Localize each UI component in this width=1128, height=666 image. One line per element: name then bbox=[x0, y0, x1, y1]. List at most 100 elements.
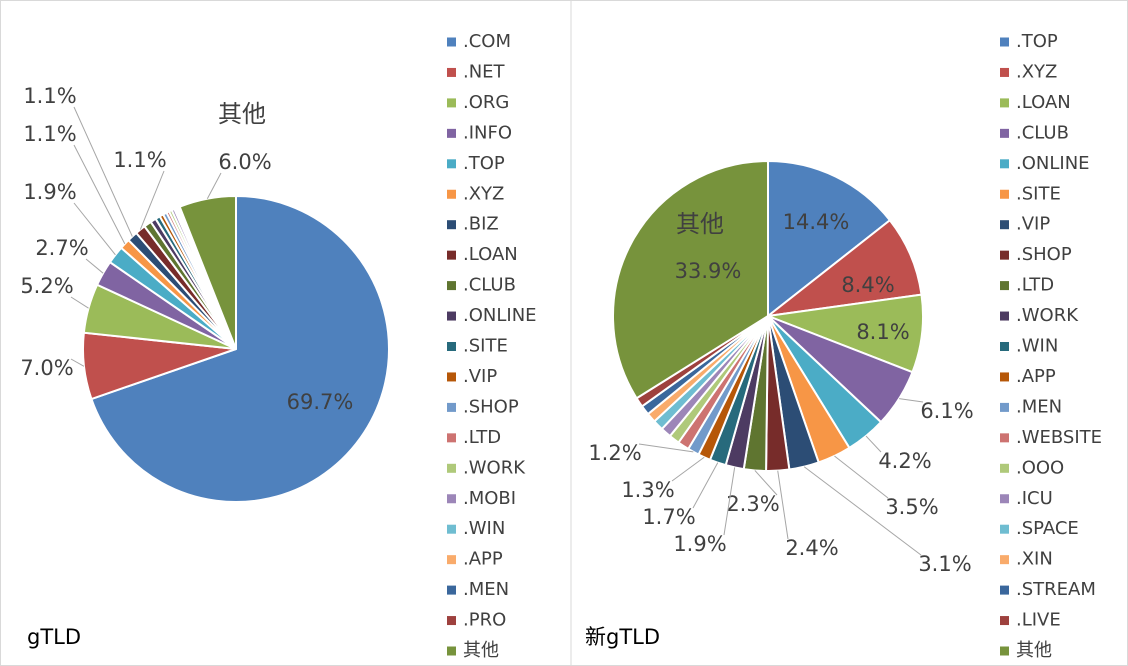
legend-label: .XYZ bbox=[1016, 61, 1057, 82]
legend-label: .WIN bbox=[463, 518, 505, 539]
leader-line bbox=[85, 258, 104, 274]
legend-label: .SITE bbox=[1016, 183, 1061, 204]
leader-line bbox=[206, 172, 222, 199]
legend-swatch bbox=[1000, 555, 1009, 565]
legend-swatch bbox=[447, 220, 456, 230]
legend-label: .ORG bbox=[463, 92, 509, 113]
legend-label: .CLUB bbox=[1016, 122, 1069, 143]
legend-label: 其他 bbox=[1016, 640, 1052, 661]
legend-label: .LIVE bbox=[1016, 610, 1061, 631]
legend-swatch bbox=[447, 37, 456, 47]
chart-title: 新gTLD bbox=[585, 625, 660, 649]
data-label: 4.2% bbox=[878, 449, 931, 473]
data-label: 5.2% bbox=[20, 274, 73, 298]
leader-line bbox=[754, 470, 778, 496]
legend-swatch bbox=[447, 555, 456, 565]
legend-label: .LTD bbox=[1016, 275, 1054, 296]
legend-label: .WIN bbox=[1016, 336, 1058, 357]
legend-swatch bbox=[1000, 524, 1009, 534]
legend-swatch bbox=[447, 463, 456, 473]
legend-label: .LOAN bbox=[463, 244, 518, 265]
legend-label: .APP bbox=[1016, 366, 1056, 387]
legend-swatch bbox=[1000, 98, 1009, 108]
leader-line bbox=[73, 202, 116, 256]
legend-swatch bbox=[1000, 585, 1009, 595]
data-label: 1.1% bbox=[23, 122, 76, 146]
legend-swatch bbox=[1000, 342, 1009, 351]
legend-swatch bbox=[1000, 67, 1009, 77]
legend-swatch bbox=[1000, 372, 1009, 382]
legend-label: .STREAM bbox=[1016, 579, 1096, 600]
legend-swatch bbox=[447, 67, 456, 77]
legend-label: .PRO bbox=[463, 610, 506, 631]
legend-swatch bbox=[447, 159, 456, 169]
legend-label: .SHOP bbox=[463, 396, 519, 417]
data-label: 2.7% bbox=[35, 236, 88, 260]
leader-line bbox=[671, 456, 705, 482]
legend-label: .WORK bbox=[1016, 305, 1079, 326]
legend-swatch bbox=[1000, 281, 1009, 291]
legend-swatch bbox=[447, 524, 456, 534]
legend-swatch bbox=[447, 342, 456, 351]
legend-label: .TOP bbox=[1016, 31, 1058, 52]
legend-label: .ONLINE bbox=[1016, 153, 1090, 174]
slice-name: 其他 bbox=[676, 210, 724, 238]
data-label: 1.1% bbox=[23, 84, 76, 108]
data-label: 69.7% bbox=[287, 390, 354, 414]
legend-label: .TOP bbox=[463, 153, 505, 174]
chart-title: gTLD bbox=[27, 625, 81, 649]
data-label: 1.3% bbox=[621, 478, 674, 502]
data-label: 1.9% bbox=[673, 532, 726, 556]
legend-swatch bbox=[1000, 311, 1009, 321]
legend-label: .INFO bbox=[463, 122, 512, 143]
leader-line bbox=[692, 462, 719, 509]
legend-label: .ONLINE bbox=[463, 305, 537, 326]
legend-label: .MOBI bbox=[463, 488, 516, 509]
data-label: 8.1% bbox=[856, 320, 909, 344]
legend-label: .BIZ bbox=[463, 214, 499, 235]
legend-label: .APP bbox=[463, 549, 503, 570]
leader-line bbox=[70, 358, 85, 367]
legend-label: .VIP bbox=[463, 366, 497, 387]
slice-name: 其他 bbox=[218, 100, 266, 128]
legend-label: .XYZ bbox=[463, 183, 504, 204]
legend-label: .CLUB bbox=[463, 275, 516, 296]
leader-line bbox=[73, 144, 126, 245]
data-label: 3.1% bbox=[918, 552, 971, 576]
data-label: 7.0% bbox=[20, 356, 73, 380]
leader-line bbox=[865, 435, 882, 453]
legend-swatch bbox=[1000, 646, 1009, 656]
legend-swatch bbox=[447, 372, 456, 382]
legend-swatch bbox=[447, 646, 456, 656]
legend-swatch bbox=[447, 616, 456, 626]
legend-swatch bbox=[447, 311, 456, 321]
legend-swatch bbox=[1000, 616, 1009, 626]
legend-swatch bbox=[1000, 250, 1009, 260]
legend-swatch bbox=[1000, 402, 1009, 412]
legend-label: .LTD bbox=[463, 427, 501, 448]
data-label: 3.5% bbox=[885, 495, 938, 519]
legend-label: .MEN bbox=[463, 579, 509, 600]
legend-swatch bbox=[1000, 189, 1009, 199]
legend-label: .SPACE bbox=[1016, 518, 1079, 539]
data-label: 2.4% bbox=[785, 536, 838, 560]
pie-slice bbox=[767, 159, 892, 319]
legend-label: .VIP bbox=[1016, 214, 1050, 235]
legend-swatch bbox=[447, 494, 456, 504]
leader-line bbox=[638, 443, 694, 453]
legend-swatch bbox=[447, 98, 456, 108]
data-label: 6.0% bbox=[218, 150, 271, 174]
data-label: 6.1% bbox=[920, 399, 973, 423]
legend-swatch bbox=[447, 433, 456, 443]
legend-swatch bbox=[1000, 37, 1009, 47]
legend-label: .LOAN bbox=[1016, 92, 1071, 113]
legend-label: .NET bbox=[463, 61, 506, 82]
leader-line bbox=[834, 455, 889, 499]
legend-swatch bbox=[1000, 494, 1009, 504]
data-label: 33.9% bbox=[675, 259, 742, 283]
leader-line bbox=[73, 106, 133, 237]
legend-swatch bbox=[447, 189, 456, 199]
legend-label: .WORK bbox=[463, 457, 526, 478]
leader-line bbox=[777, 470, 789, 540]
